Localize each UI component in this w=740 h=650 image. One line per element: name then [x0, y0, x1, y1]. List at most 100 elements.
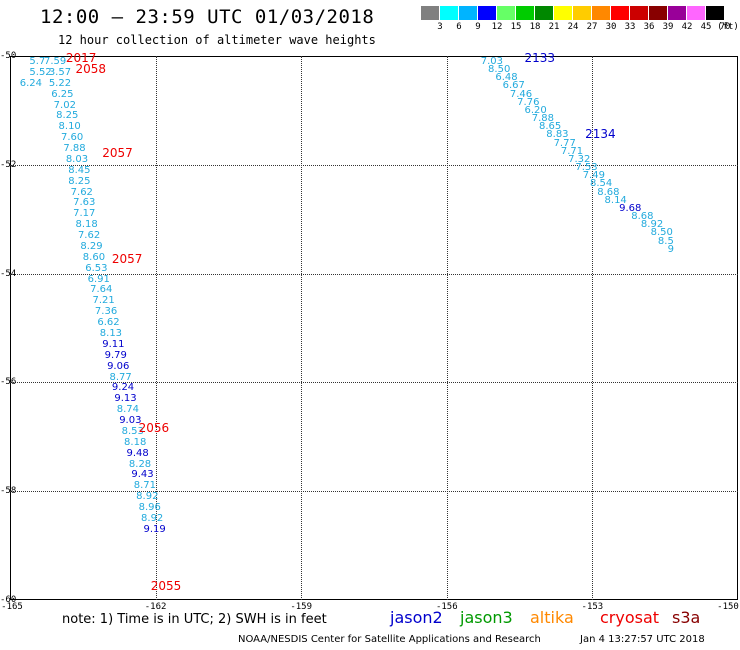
legend-label: 30 — [605, 22, 617, 32]
legend-swatch — [516, 6, 535, 20]
legend-swatch — [497, 6, 516, 20]
units-note: note: 1) Time is in UTC; 2) SWH is in fe… — [62, 612, 327, 627]
pass-time-label: 2057 — [102, 146, 133, 161]
legend-label: 24 — [567, 22, 579, 32]
legend-swatch — [535, 6, 554, 20]
wave-height-reading: 8.53 — [121, 425, 144, 437]
wave-height-reading: 7.03 — [480, 56, 504, 67]
wave-height-reading: 8.29 — [80, 240, 103, 252]
legend-label: 27 — [586, 22, 598, 32]
wave-height-reading: 8.03 — [65, 153, 89, 165]
latitude-label: -60 — [0, 595, 17, 605]
longitude-label: -162 — [144, 602, 167, 612]
wave-height-reading: 7.77 — [553, 137, 576, 149]
wave-height-reading: 9.19 — [143, 523, 166, 535]
map-frame — [10, 56, 738, 600]
wave-height-reading: 8.14 — [604, 194, 627, 206]
wave-height-reading: 9.06 — [107, 360, 130, 372]
legend-label: 39 — [662, 22, 674, 32]
legend-swatch — [421, 6, 440, 20]
wave-height-reading: 8.50 — [650, 227, 673, 239]
wave-height-reading: 8.60 — [82, 251, 106, 263]
wave-height-reading: 7.59 — [43, 56, 67, 67]
legend-label: 6 — [456, 22, 462, 32]
pass-time-label: 2134 — [585, 127, 616, 142]
wave-height-reading: 8.92 — [640, 219, 664, 231]
wave-height-reading: 7.62 — [77, 230, 101, 242]
satellite-legend-jason3: jason3 — [460, 608, 513, 627]
wave-height-reading: 7.88 — [63, 143, 86, 155]
wave-height-reading: 8.45 — [68, 164, 91, 176]
pass-time-label: 2056 — [138, 420, 170, 435]
wave-height-reading: 6.91 — [87, 273, 110, 285]
wave-height-reading: 6.24 — [19, 77, 42, 89]
legend-swatch — [649, 6, 668, 20]
wave-height-reading: 7.02 — [53, 99, 76, 111]
latitude-label: -50 — [0, 51, 17, 61]
wave-height-reading: 7.53 — [575, 162, 598, 174]
latitude-gridline — [10, 382, 738, 384]
legend-unit: (ft) — [717, 22, 739, 32]
legend-label: 18 — [529, 22, 541, 32]
satellite-legend-jason2: jason2 — [390, 608, 443, 627]
longitude-gridline — [301, 56, 303, 600]
wave-height-reading: 6.62 — [97, 317, 120, 329]
legend-label: 12 — [491, 22, 503, 32]
wave-height-reading: 8.92 — [141, 512, 164, 524]
wave-height-reading: 9.13 — [114, 393, 137, 405]
wave-height-reading: 6.48 — [495, 72, 518, 84]
wave-height-reading: 7.64 — [90, 284, 113, 296]
longitude-label: -150 — [717, 602, 739, 612]
wave-height-reading: 7.60 — [60, 132, 84, 144]
wave-height-reading: 7.36 — [94, 306, 118, 318]
legend-swatch — [630, 6, 649, 20]
legend-swatch — [440, 6, 459, 20]
legend-swatch — [687, 6, 706, 20]
latitude-label: -58 — [0, 486, 17, 497]
legend-label: 42 — [681, 22, 693, 32]
legend-label: 21 — [548, 22, 560, 32]
wave-height-color-legend — [421, 6, 725, 20]
wave-height-reading: 5.22 — [48, 77, 72, 89]
legend-swatch — [478, 6, 497, 20]
wave-height-reading: 8.96 — [138, 502, 161, 514]
wave-height-reading: 9 — [667, 243, 674, 255]
wave-height-reading: 6.53 — [85, 262, 108, 274]
wave-height-reading: 9.43 — [131, 469, 154, 481]
wave-height-reading: 7.76 — [517, 96, 540, 108]
pass-time-label: 2055 — [150, 578, 182, 593]
wave-height-reading: 7.62 — [70, 186, 93, 198]
wave-height-reading: 8.50 — [488, 64, 511, 76]
footer-timestamp: Jan 4 13:27:57 UTC 2018 — [580, 634, 705, 645]
wave-height-reading: 8.74 — [116, 404, 140, 416]
latitude-gridline — [10, 273, 738, 275]
wave-height-reading: 8.71 — [133, 480, 157, 492]
legend-swatch — [668, 6, 687, 20]
wave-height-reading: 9.68 — [619, 202, 642, 214]
wave-height-reading: 9.03 — [119, 415, 142, 427]
wave-height-reading: 7.21 — [92, 295, 115, 307]
longitude-label: -165 — [1, 602, 23, 612]
wave-height-reading: 8.28 — [128, 458, 152, 470]
legend-swatch — [459, 6, 478, 20]
wave-height-reading: 6.25 — [51, 88, 74, 100]
longitude-label: -156 — [435, 602, 458, 612]
pass-time-label: 2017 — [65, 51, 97, 65]
wave-height-reading: 5.7 — [29, 56, 46, 67]
latitude-label: -56 — [0, 377, 17, 388]
legend-swatch — [573, 6, 592, 20]
wave-height-reading: 5.52 — [29, 66, 52, 78]
satellite-legend-s3a: s3a — [672, 608, 701, 627]
wave-height-reading: 8.92 — [136, 491, 159, 503]
wave-height-reading: 8.18 — [124, 436, 147, 448]
latitude-gridline — [10, 164, 738, 166]
satellite-legend-cryosat: cryosat — [600, 608, 660, 627]
pass-time-label: 2058 — [75, 61, 107, 76]
longitude-gridline — [446, 56, 448, 600]
longitude-gridline — [592, 56, 594, 600]
wave-height-reading: 7.46 — [509, 88, 533, 100]
wave-height-reading: 9.11 — [102, 338, 125, 350]
wave-height-reading: 8.13 — [99, 328, 123, 339]
legend-label: 15 — [510, 22, 522, 32]
wave-height-reading: 8.5 — [657, 235, 674, 247]
